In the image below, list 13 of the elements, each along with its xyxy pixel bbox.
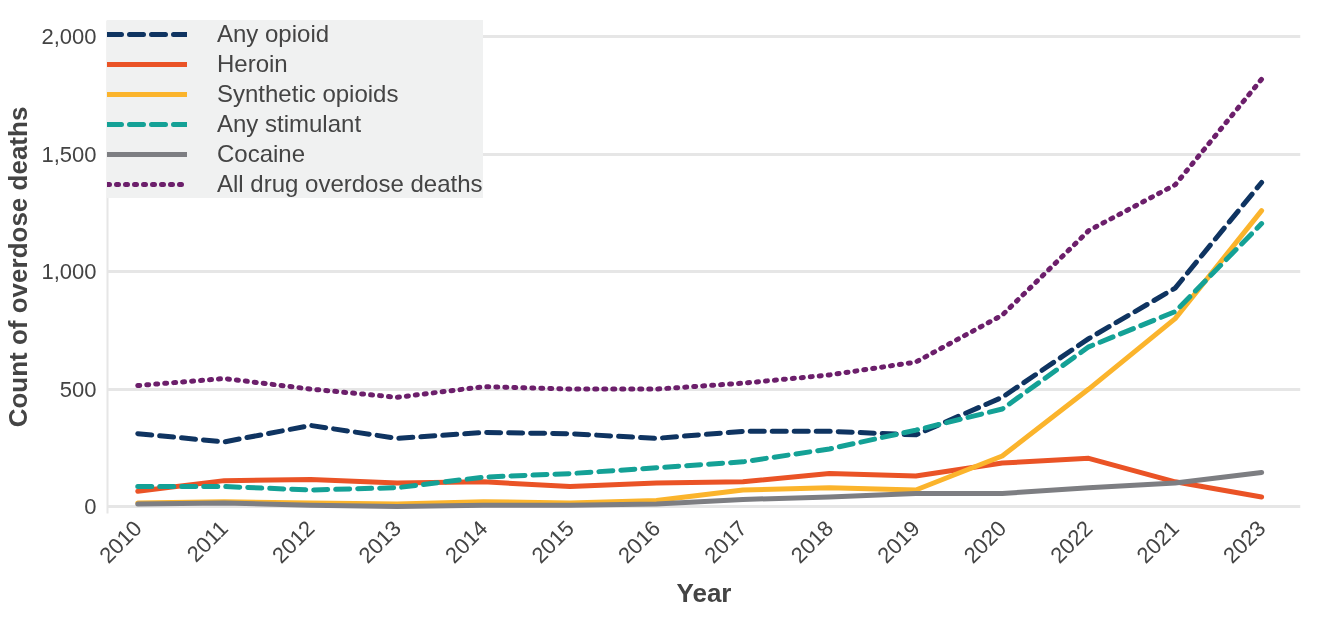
y-tick-label: 0 [84, 493, 97, 519]
y-tick-label: 1,500 [41, 141, 97, 167]
y-axis-title: Count of overdose deaths [3, 106, 34, 428]
x-axis-title: Year [676, 577, 732, 608]
legend-label: All drug overdose deaths [217, 170, 483, 198]
legend-label: Any stimulant [217, 110, 362, 138]
legend-label: Any opioid [217, 20, 330, 48]
y-tick-label: 500 [59, 376, 97, 402]
y-tick-label: 2,000 [41, 24, 97, 50]
y-tick-label: 1,000 [41, 259, 97, 285]
legend-label: Synthetic opioids [217, 80, 399, 108]
legend-label: Cocaine [217, 140, 306, 168]
legend-label: Heroin [217, 50, 288, 78]
